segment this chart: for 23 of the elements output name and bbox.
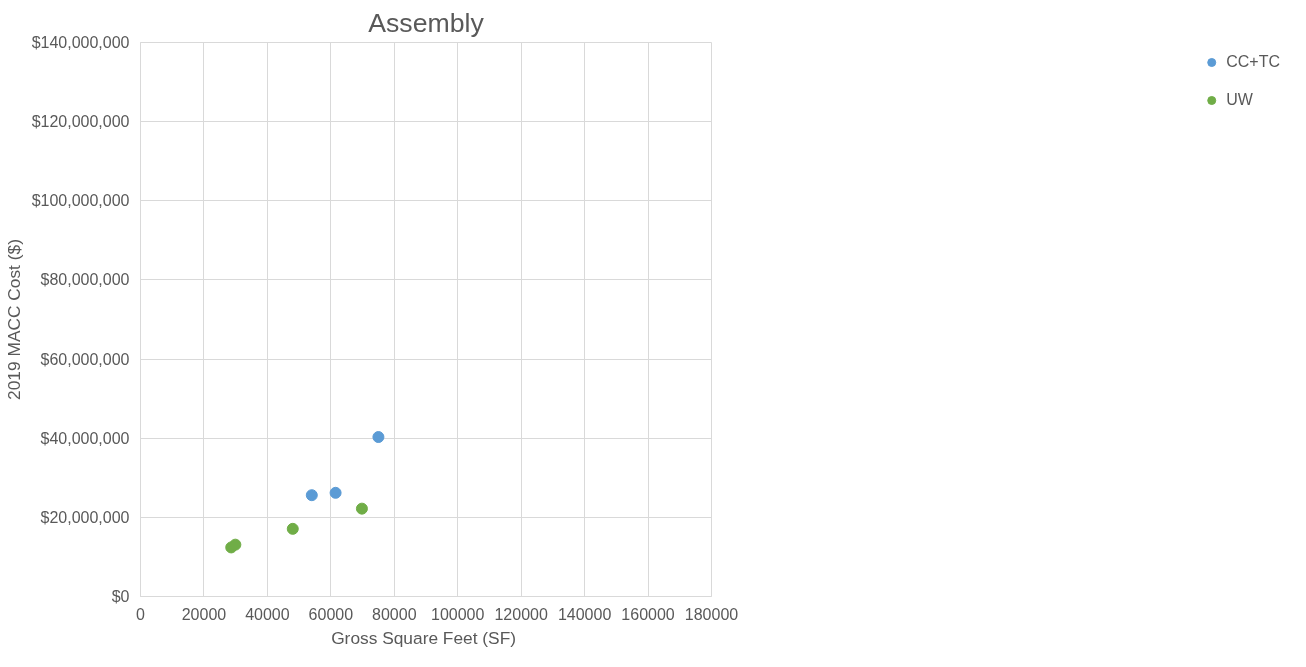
x-tick-label: 160000 — [621, 605, 675, 623]
y-tick-label: $0 — [111, 588, 130, 605]
x-tick-label: 0 — [136, 605, 146, 623]
y-tick-label: $80,000,000 — [40, 271, 130, 289]
x-axis-title: Gross Square Feet (SF) — [331, 627, 517, 648]
y-tick-label: $20,000,000 — [40, 508, 130, 526]
x-tick-label: 140000 — [557, 605, 612, 623]
x-tick-label: 40000 — [245, 605, 290, 623]
y-tick-label: $100,000,000 — [31, 192, 130, 210]
x-tick-label: 80000 — [372, 605, 417, 623]
y-tick-label: $60,000,000 — [40, 350, 130, 368]
y-axis-title: 2019 MACC Cost ($) — [3, 239, 24, 400]
x-tick-label: 60000 — [308, 605, 354, 623]
y-tick-label: $120,000,000 — [31, 113, 130, 131]
legend-label: UW — [1226, 91, 1253, 109]
x-tick-label: 180000 — [684, 605, 739, 623]
legend-label: CC+TC — [1226, 53, 1280, 71]
x-tick-label: 100000 — [431, 605, 485, 623]
y-tick-label: $140,000,000 — [31, 34, 130, 51]
chart-title: Assembly — [368, 7, 485, 38]
y-tick-label: $40,000,000 — [40, 429, 130, 447]
x-tick-label: 120000 — [494, 605, 548, 623]
x-tick-label: 20000 — [181, 605, 227, 623]
